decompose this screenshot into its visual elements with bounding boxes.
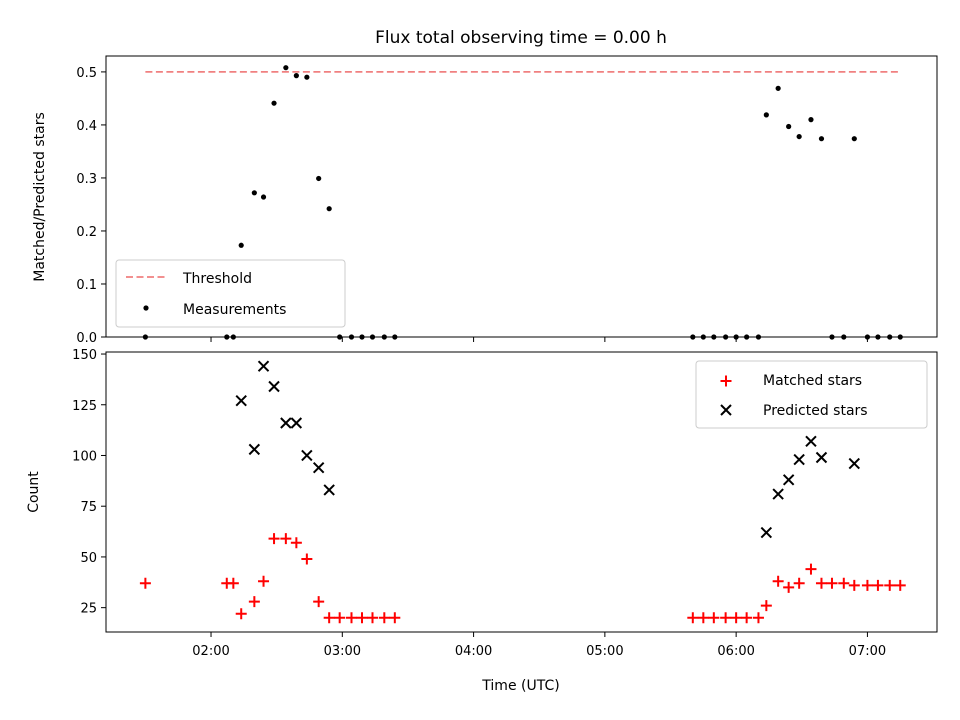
legend-predicted-label: Predicted stars [763, 403, 868, 419]
top-y-tick-label: 0.1 [76, 278, 97, 293]
top-chart-title: Flux total observing time = 0.00 h [375, 28, 667, 48]
x-tick-label: 06:00 [717, 644, 754, 659]
measurement-point [764, 112, 769, 117]
bottom-y-tick-label: 125 [72, 399, 97, 414]
top-y-tick-label: 0.5 [76, 66, 97, 81]
top-y-tick-label: 0.2 [76, 225, 97, 240]
measurement-point [852, 136, 857, 141]
measurement-point [819, 136, 824, 141]
x-tick-label: 04:00 [455, 644, 492, 659]
measurement-point [304, 75, 309, 80]
legend-measurements-label: Measurements [183, 302, 286, 318]
measurement-point [327, 206, 332, 211]
top-y-tick-label: 0.3 [76, 172, 97, 187]
figure: Flux total observing time = 0.00 h 0.0 0.… [0, 0, 960, 720]
measurement-point [316, 176, 321, 181]
x-tick-label: 02:00 [192, 644, 229, 659]
measurement-point [252, 190, 257, 195]
measurement-point [239, 243, 244, 248]
figure-background [0, 0, 960, 720]
bottom-y-tick-label: 75 [80, 500, 97, 515]
measurement-point [797, 134, 802, 139]
measurement-point [283, 65, 288, 70]
top-y-tick-label: 0.4 [76, 119, 97, 134]
measurement-point [271, 101, 276, 106]
legend-measurements-swatch [143, 305, 148, 310]
top-y-tick-label: 0.0 [76, 331, 97, 346]
x-tick-label: 07:00 [849, 644, 886, 659]
x-axis-label: Time (UTC) [481, 678, 559, 694]
measurement-point [786, 124, 791, 129]
measurement-point [294, 73, 299, 78]
measurement-point [261, 194, 266, 199]
top-y-axis-label: Matched/Predicted stars [32, 112, 48, 282]
bottom-y-tick-label: 50 [80, 551, 97, 566]
bottom-y-tick-label: 150 [72, 348, 97, 363]
bottom-y-axis-label: Count [26, 471, 42, 513]
x-tick-label: 05:00 [586, 644, 623, 659]
legend-matched-label: Matched stars [763, 373, 862, 389]
top-legend: Threshold Measurements [116, 260, 345, 327]
bottom-legend: Matched stars Predicted stars [696, 361, 927, 428]
measurement-point [776, 86, 781, 91]
bottom-y-tick-label: 100 [72, 449, 97, 464]
measurement-point [808, 117, 813, 122]
x-tick-label: 03:00 [324, 644, 361, 659]
bottom-y-tick-label: 25 [80, 602, 97, 617]
legend-threshold-label: Threshold [182, 271, 252, 287]
